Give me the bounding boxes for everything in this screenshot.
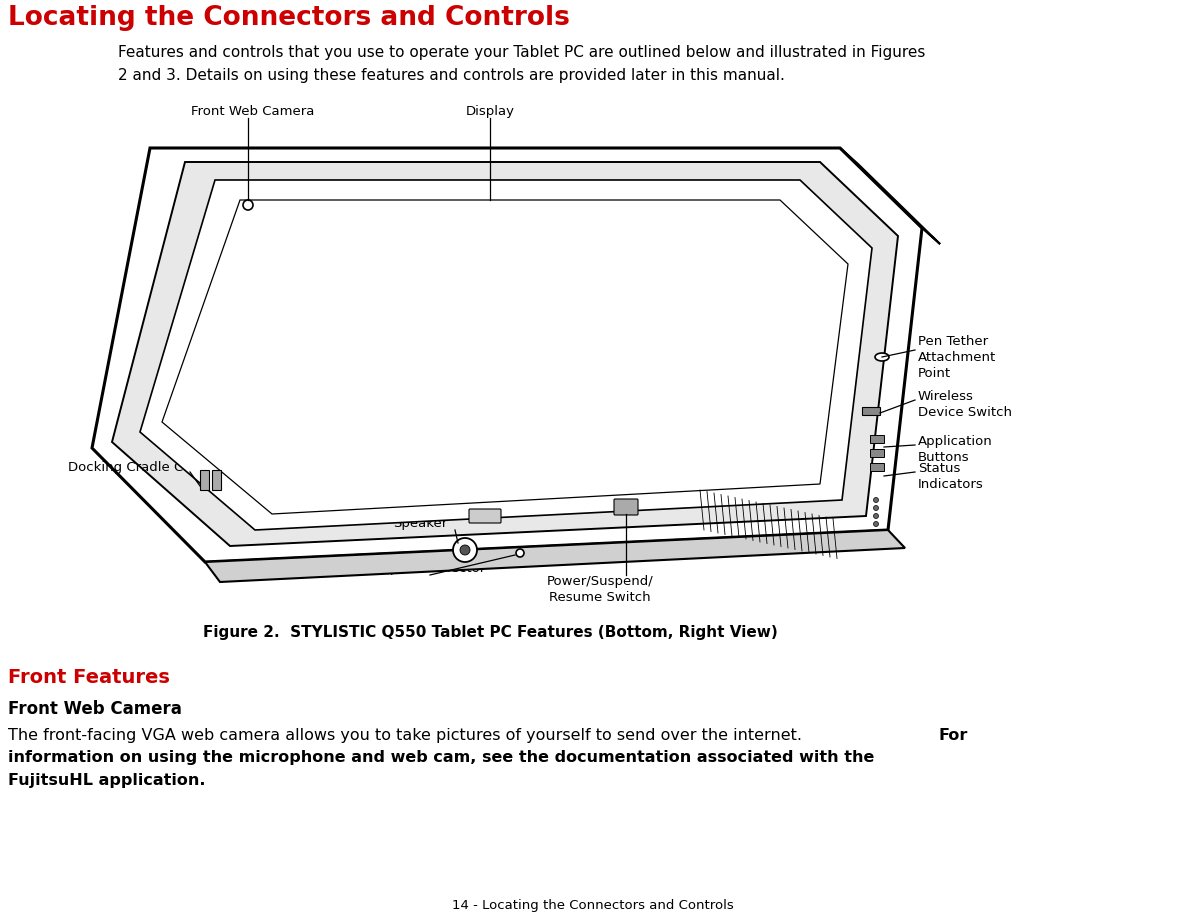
Circle shape <box>874 522 879 526</box>
Circle shape <box>453 538 477 562</box>
Text: Application
Buttons: Application Buttons <box>918 435 993 464</box>
FancyBboxPatch shape <box>468 509 500 523</box>
Bar <box>871 463 884 471</box>
Circle shape <box>874 498 879 502</box>
Text: 2 and 3. Details on using these features and controls are provided later in this: 2 and 3. Details on using these features… <box>117 68 785 83</box>
Text: Features and controls that you use to operate your Tablet PC are outlined below : Features and controls that you use to op… <box>117 45 925 60</box>
Circle shape <box>874 514 879 518</box>
Text: DC Input Connector: DC Input Connector <box>355 562 485 575</box>
Text: FujitsuHL application.: FujitsuHL application. <box>8 773 205 788</box>
Ellipse shape <box>875 353 890 361</box>
Circle shape <box>516 549 524 557</box>
FancyBboxPatch shape <box>614 499 638 515</box>
Text: Figure 2.  STYLISTIC Q550 Tablet PC Features (Bottom, Right View): Figure 2. STYLISTIC Q550 Tablet PC Featu… <box>203 625 777 640</box>
Text: The front-facing VGA web camera allows you to take pictures of yourself to send : The front-facing VGA web camera allows y… <box>8 728 808 743</box>
Text: Power/Suspend/
Resume Switch: Power/Suspend/ Resume Switch <box>547 575 653 604</box>
Text: Wireless
Device Switch: Wireless Device Switch <box>918 390 1012 419</box>
Bar <box>871 449 884 457</box>
Text: information on using the microphone and web cam, see the documentation associate: information on using the microphone and … <box>8 750 874 765</box>
Text: Status
Indicators: Status Indicators <box>918 462 983 491</box>
Bar <box>862 407 880 415</box>
Text: Front Features: Front Features <box>8 668 170 687</box>
Bar <box>200 470 209 490</box>
Text: Locating the Connectors and Controls: Locating the Connectors and Controls <box>8 5 570 31</box>
Polygon shape <box>111 162 898 546</box>
Text: Speaker: Speaker <box>393 517 447 530</box>
Polygon shape <box>840 148 940 244</box>
Text: Front Web Camera: Front Web Camera <box>191 105 314 118</box>
Text: 14 - Locating the Connectors and Controls: 14 - Locating the Connectors and Control… <box>452 899 734 912</box>
Text: Pen Tether
Attachment
Point: Pen Tether Attachment Point <box>918 335 996 380</box>
Polygon shape <box>205 530 905 582</box>
Polygon shape <box>140 180 872 530</box>
Circle shape <box>243 200 253 210</box>
Circle shape <box>874 505 879 511</box>
Polygon shape <box>162 200 848 514</box>
Text: Front Web Camera: Front Web Camera <box>8 700 181 718</box>
Circle shape <box>460 545 470 555</box>
Text: Display: Display <box>465 105 515 118</box>
Text: For: For <box>938 728 968 743</box>
Polygon shape <box>93 148 922 562</box>
Bar <box>212 470 221 490</box>
Text: Docking Cradle Connector: Docking Cradle Connector <box>68 462 243 475</box>
Bar <box>871 435 884 443</box>
